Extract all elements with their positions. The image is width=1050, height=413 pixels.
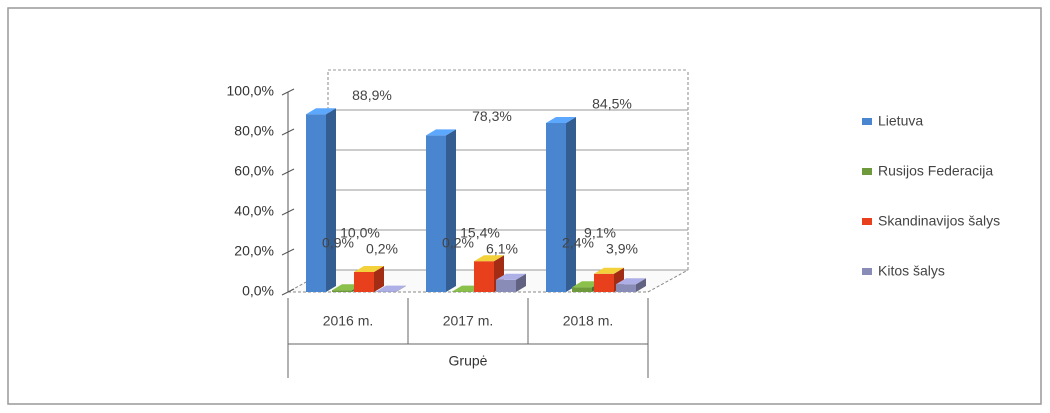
data-label: 6,1% bbox=[486, 241, 518, 257]
data-label: 15,4% bbox=[460, 225, 500, 241]
bar-top bbox=[496, 273, 526, 280]
bar bbox=[616, 284, 636, 292]
bar-side bbox=[374, 266, 384, 292]
data-label: 3,9% bbox=[606, 241, 638, 257]
legend-swatch bbox=[862, 168, 872, 175]
bar bbox=[572, 287, 592, 292]
data-label: 2,4% bbox=[562, 235, 594, 251]
x-tick-label: 2017 m. bbox=[443, 313, 494, 329]
bar-side bbox=[516, 273, 526, 292]
legend-label: Kitos šalys bbox=[878, 263, 945, 279]
bar-top bbox=[474, 255, 504, 262]
bar bbox=[306, 114, 326, 292]
bar bbox=[474, 261, 494, 292]
data-label: 0,2% bbox=[442, 235, 474, 251]
x-tick-label: 2016 m. bbox=[323, 313, 374, 329]
data-label: 10,0% bbox=[340, 225, 380, 241]
bar-top bbox=[354, 266, 384, 272]
data-label: 78,3% bbox=[472, 108, 512, 124]
data-label: 9,1% bbox=[584, 225, 616, 241]
legend-label: Skandinavijos šalys bbox=[878, 213, 1000, 229]
data-label: 0,9% bbox=[322, 235, 354, 251]
y-tick-label: 60,0% bbox=[234, 163, 274, 179]
y-tick-label: 20,0% bbox=[234, 243, 274, 259]
legend-label: Lietuva bbox=[878, 113, 923, 129]
bar-top bbox=[594, 267, 624, 274]
legend-swatch bbox=[862, 218, 872, 225]
bar bbox=[332, 290, 352, 292]
legend-swatch bbox=[862, 268, 872, 275]
bar-side bbox=[446, 129, 456, 292]
bar-side bbox=[636, 278, 646, 292]
bar bbox=[354, 272, 374, 292]
bar bbox=[546, 123, 566, 292]
bar-top bbox=[306, 108, 336, 115]
bar bbox=[594, 273, 614, 292]
y-tick-label: 100,0% bbox=[227, 83, 274, 99]
legend-swatch bbox=[862, 118, 872, 125]
legend-label: Rusijos Federacija bbox=[878, 163, 993, 179]
y-tick-label: 40,0% bbox=[234, 203, 274, 219]
bar-side bbox=[396, 285, 406, 292]
data-label: 0,2% bbox=[366, 241, 398, 257]
bar bbox=[426, 135, 446, 292]
bar-top bbox=[426, 129, 456, 136]
bar-top bbox=[376, 285, 406, 292]
y-tick-label: 0,0% bbox=[242, 283, 274, 299]
x-tick-label: 2018 m. bbox=[563, 313, 614, 329]
frame bbox=[7, 7, 1042, 405]
bar-side bbox=[326, 108, 336, 292]
bar-top bbox=[546, 117, 576, 123]
bar bbox=[496, 279, 516, 292]
y-tick-label: 80,0% bbox=[234, 123, 274, 139]
data-label: 84,5% bbox=[592, 96, 632, 112]
bar-top bbox=[616, 278, 646, 285]
x-axis-title: Grupė bbox=[449, 353, 488, 369]
bar-side bbox=[566, 117, 576, 292]
data-label: 88,9% bbox=[352, 87, 392, 103]
